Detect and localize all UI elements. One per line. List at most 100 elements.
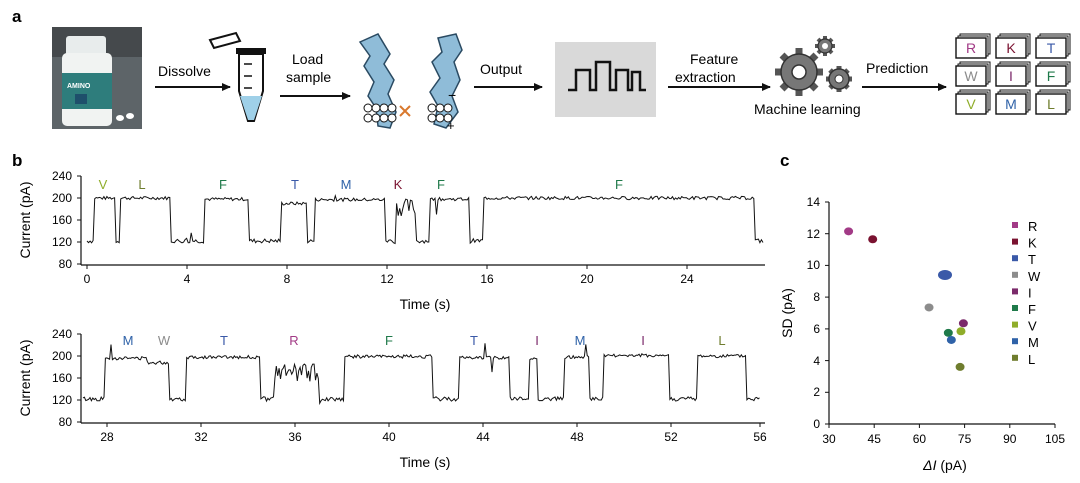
legend-label-L: L <box>1028 352 1035 367</box>
trace2-annotation: F <box>385 333 393 348</box>
trace1-annotation: T <box>291 177 299 192</box>
panel-a-label: a <box>12 7 22 26</box>
trace2-xtick: 28 <box>100 430 114 444</box>
prediction-card: F <box>1035 61 1071 87</box>
step-load-label-line1: Load <box>292 51 323 67</box>
trace2-ytick: 160 <box>52 371 72 385</box>
legend-swatch-K <box>1012 238 1018 245</box>
trace2-xtick: 36 <box>288 430 302 444</box>
scatter-yticks: 0 2 4 6 8 10 12 14 <box>807 195 829 431</box>
scatter-ytick: 14 <box>807 195 821 209</box>
scatter-xtick: 60 <box>913 432 927 446</box>
legend-label-V: V <box>1028 319 1037 334</box>
trace1-plot: Current (pA) 240 200 160 120 80 0 4 8 12… <box>17 169 765 312</box>
prediction-card: K <box>995 33 1031 59</box>
scatter-xtick: 90 <box>1003 432 1017 446</box>
trace2-xtick: 48 <box>570 430 584 444</box>
trace1-annotation: K <box>394 177 403 192</box>
prediction-card: I <box>995 61 1031 87</box>
trace1-xtick: 8 <box>284 272 291 286</box>
scatter-xlabel-unit: (pA) <box>936 457 966 473</box>
trace1-annotation: F <box>219 177 227 192</box>
trace2-xtick: 32 <box>194 430 208 444</box>
pore-plus-sign: + <box>447 118 455 133</box>
trace2-xtick: 52 <box>664 430 678 444</box>
trace2-annotation: I <box>535 333 539 348</box>
legend-label-M: M <box>1028 335 1039 350</box>
panel-c-label: c <box>780 151 789 170</box>
legend-swatch-V <box>1012 321 1018 328</box>
step-load-label-line2: sample <box>286 69 331 85</box>
scatter-xtick: 75 <box>958 432 972 446</box>
scatter-point-L <box>955 362 965 371</box>
legend-label-F: F <box>1028 302 1036 317</box>
prediction-label: K <box>1006 40 1016 56</box>
trace1-xtick: 0 <box>84 272 91 286</box>
scatter-ytick: 6 <box>813 322 820 336</box>
trace1-annotation: M <box>341 177 352 192</box>
legend-label-I: I <box>1028 285 1032 300</box>
nanopore-illustration: − + <box>358 33 463 133</box>
prediction-card: M <box>995 89 1031 115</box>
scatter-ytick: 12 <box>807 227 821 241</box>
scatter-xlabel-symbol: ΔI <box>922 457 936 473</box>
prediction-label: R <box>966 40 976 56</box>
scatter-point-M <box>946 335 956 344</box>
scatter-xtick: 105 <box>1045 432 1065 446</box>
scatter-ytick: 10 <box>807 258 821 272</box>
trace2-xlabel: Time (s) <box>400 454 451 470</box>
scatter-points <box>844 227 968 371</box>
trace1-xtick: 24 <box>680 272 694 286</box>
trace2-ytick: 80 <box>59 415 73 429</box>
scatter-point-T <box>938 269 953 280</box>
machine-learning-label: Machine learning <box>754 101 861 117</box>
step-output-label: Output <box>480 61 522 77</box>
trace2-annotation: W <box>158 333 171 348</box>
trace2-annotation: T <box>470 333 478 348</box>
trace1-annotation: F <box>437 177 445 192</box>
prediction-label: M <box>1005 96 1017 112</box>
trace1-ytick: 200 <box>52 191 72 205</box>
trace2-annotations: M W T R F T I M I L <box>123 333 726 348</box>
trace1-ylabel: Current (pA) <box>17 181 33 258</box>
output-signal-icon <box>555 42 656 117</box>
trace2-annotation: M <box>575 333 586 348</box>
legend-swatch-F <box>1012 305 1018 311</box>
trace1-ytick: 240 <box>52 169 72 183</box>
scatter-point-R <box>844 227 854 236</box>
trace2-ylabel: Current (pA) <box>17 339 33 416</box>
supplement-bottle-photo: AMINO <box>52 27 142 129</box>
scatter-xticks: 30 45 60 75 90 105 <box>822 424 1065 446</box>
trace1-ytick: 80 <box>59 257 73 271</box>
prediction-grid: R K T W I F V M L <box>955 33 1071 115</box>
trace1-xtick: 4 <box>184 272 191 286</box>
scatter-ytick: 8 <box>813 290 820 304</box>
panel-b-label: b <box>12 151 22 170</box>
trace2-xtick: 56 <box>753 430 767 444</box>
trace2-ytick: 240 <box>52 327 72 341</box>
step-dissolve-label: Dissolve <box>158 63 211 79</box>
trace1-annotation: V <box>99 177 108 192</box>
trace1-ytick: 160 <box>52 213 72 227</box>
legend-label-K: K <box>1028 236 1037 251</box>
legend-swatch-R <box>1012 222 1018 228</box>
scatter-xtick: 30 <box>822 432 836 446</box>
prediction-label: V <box>966 96 976 112</box>
trace1-annotations: V L F T M K F F <box>99 177 623 192</box>
prediction-label: T <box>1047 40 1056 56</box>
scatter-point-I <box>958 319 968 328</box>
prediction-card: T <box>1035 33 1071 59</box>
trace1-xtick: 20 <box>580 272 594 286</box>
scatter-point-K <box>868 235 878 244</box>
trace1-xtick: 12 <box>380 272 394 286</box>
scatter-ytick: 0 <box>813 417 820 431</box>
step-feature-label-line2: extraction <box>675 69 736 85</box>
prediction-card: L <box>1035 89 1071 115</box>
scatter-ytick: 2 <box>813 385 820 399</box>
scatter-xlabel: ΔI (pA) <box>922 457 967 473</box>
trace2-annotation: L <box>718 333 725 348</box>
scatter-point-V <box>956 327 966 336</box>
sample-tube-icon <box>208 31 266 122</box>
trace1-xticks: 0 4 8 12 16 20 24 <box>84 265 694 286</box>
